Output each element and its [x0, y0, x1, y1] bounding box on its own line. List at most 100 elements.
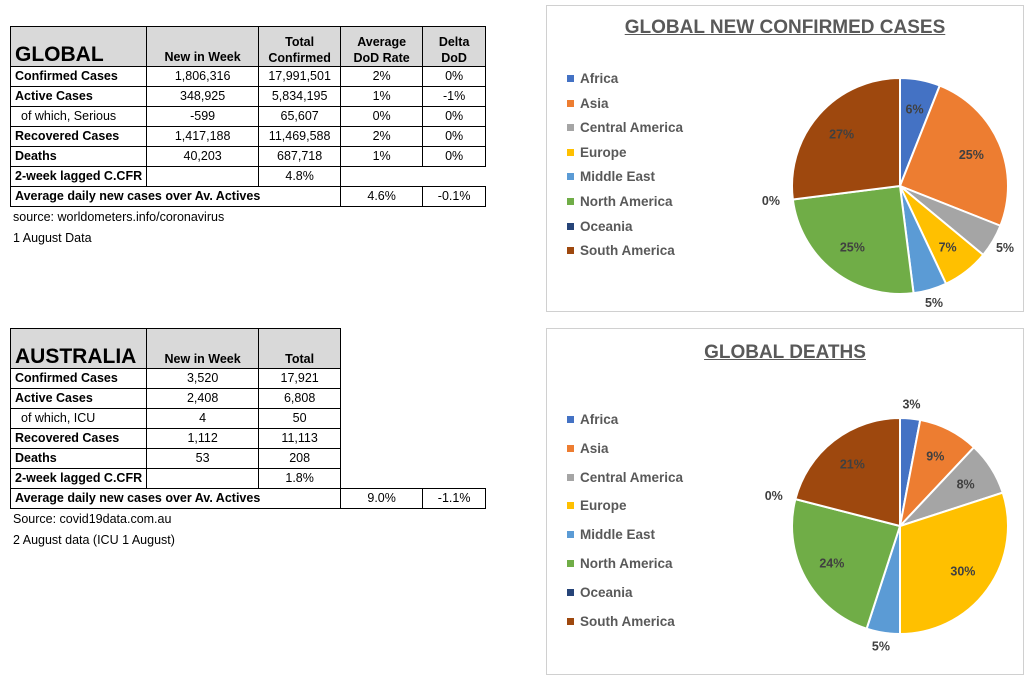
pie-data-label: 25% [959, 148, 984, 162]
cell-label: Confirmed Cases [9, 368, 148, 389]
legend-item: South America [567, 613, 675, 631]
legend-item: Oceania [567, 218, 633, 236]
cell-week: 4 [146, 408, 260, 429]
global-header-rate: Average DoD Rate [340, 26, 424, 67]
legend-item: Africa [567, 411, 618, 429]
cell-total: 50 [258, 408, 342, 429]
pie-slice-asia [898, 84, 1009, 228]
legend-label: Africa [580, 412, 619, 427]
cell-week: 53 [146, 448, 260, 469]
cell-delta: 0% [422, 146, 487, 167]
global-title: GLOBAL [9, 26, 148, 67]
chart-panel-deaths: GLOBAL DEATHS Africa Asia Central America E… [546, 328, 1024, 675]
legend-label: Central America [580, 120, 684, 136]
cell-label: Confirmed Cases [9, 66, 148, 87]
legend-swatch [567, 124, 574, 132]
cell-total: 208 [258, 448, 342, 469]
legend-label: Asia [580, 440, 609, 456]
chart-panel-confirmed: GLOBAL NEW CONFIRMED CASES Africa Asia Cen… [546, 5, 1024, 312]
australia-date-note: 2 August data (ICU 1 August) [13, 533, 175, 547]
legend-label: Asia [580, 95, 609, 111]
legend-item: Asia [567, 95, 609, 113]
cell-delta: 0% [422, 106, 487, 127]
cell-label: Deaths [9, 146, 148, 167]
chart-title-deaths: GLOBAL DEATHS [704, 342, 866, 363]
legend-label: North America [580, 556, 673, 571]
table-row: of which, Serious -599 65,607 0% 0% [9, 106, 487, 127]
pie-slice-north-america [791, 497, 902, 630]
table-row: of which, ICU 4 50 [9, 408, 486, 429]
pie-data-label: 30% [950, 565, 975, 579]
global-cfr-label: 2-week lagged C.CFR [9, 166, 148, 187]
australia-avg-label: Average daily new cases over Av. Actives [9, 488, 342, 509]
pie-slice-europe [899, 491, 1009, 636]
cell-rate: 0% [340, 106, 424, 127]
australia-source-note: Source: covid19data.com.au [13, 512, 172, 526]
pie-data-label: 25% [840, 240, 865, 254]
global-avg-label: Average daily new cases over Av. Actives [9, 186, 342, 207]
legend-item: Africa [567, 70, 618, 88]
cell-total: 11,469,588 [258, 126, 342, 147]
pie-data-label: 7% [939, 240, 957, 254]
cell-label: of which, ICU [9, 408, 148, 429]
legend-item: Oceania [567, 584, 633, 602]
cell-label: Active Cases [9, 388, 148, 409]
legend-label: Central America [580, 469, 684, 485]
cell-week: 1,806,316 [146, 66, 260, 87]
legend-item: North America [567, 555, 673, 573]
cell-label: Deaths [9, 448, 148, 469]
table-row: Confirmed Cases 3,520 17,921 [9, 368, 486, 389]
legend-item: Asia [567, 440, 609, 458]
legend-label: Europe [580, 498, 627, 514]
global-header-total: Total Confirmed [258, 26, 342, 67]
cell-delta: -1% [422, 86, 487, 107]
legend-swatch [567, 444, 574, 452]
table-row: Confirmed Cases 1,806,316 17,991,501 2% 0% [9, 66, 487, 87]
legend-swatch [567, 559, 574, 567]
legend-item: Europe [567, 144, 627, 162]
pie-data-label: 27% [829, 128, 854, 142]
global-header-delta: Delta DoD [422, 26, 487, 67]
cell-total: 5,834,195 [258, 86, 342, 107]
cell-week: 1,417,188 [146, 126, 260, 147]
cell-rate: 1% [340, 86, 424, 107]
legend-swatch [567, 415, 574, 423]
cell-rate: 1% [340, 146, 424, 167]
cell-label: Active Cases [9, 86, 148, 107]
cell-rate: 2% [340, 126, 424, 147]
cell-rate: 2% [340, 66, 424, 87]
cell-delta: 0% [422, 66, 487, 87]
legend-label: South America [580, 613, 675, 629]
legend-swatch [567, 74, 574, 82]
cell-week: 40,203 [146, 146, 260, 167]
legend-swatch [567, 148, 574, 156]
table-row: Recovered Cases 1,112 11,113 [9, 428, 486, 449]
pie-data-label: 0% [762, 194, 780, 208]
cell-label: Recovered Cases [9, 126, 148, 147]
australia-cfr-value: 1.8% [258, 468, 342, 489]
legend-label: Oceania [580, 584, 633, 600]
pie-slice-south-america [794, 416, 901, 528]
table-row: Deaths 40,203 687,718 1% 0% [9, 146, 487, 167]
australia-header-total: Total [258, 328, 342, 369]
legend-swatch [567, 222, 574, 230]
pie-chart-confirmed: 6% 25% 5% 7% 5% 25% 0% 27% [762, 76, 1014, 310]
legend-label: North America [580, 194, 673, 209]
legend-label: Oceania [580, 218, 633, 234]
legend-item: Middle East [567, 168, 655, 186]
cell-total: 11,113 [258, 428, 342, 449]
legend-item: South America [567, 242, 675, 260]
legend-label: Middle East [580, 527, 656, 543]
pie-data-label: 6% [906, 103, 924, 117]
australia-avg-rate: 9.0% [340, 488, 424, 509]
cell-total: 65,607 [258, 106, 342, 127]
australia-cfr-label: 2-week lagged C.CFR [9, 468, 148, 489]
legend-label: South America [580, 243, 675, 259]
pie-data-label: 5% [872, 639, 890, 653]
table-row: Recovered Cases 1,417,188 11,469,588 2% 0% [9, 126, 487, 147]
australia-header-week: New in Week [146, 328, 260, 369]
legend-item: North America [567, 193, 673, 211]
legend-swatch [567, 473, 574, 481]
legend-swatch [567, 173, 574, 181]
cell-week: 348,925 [146, 86, 260, 107]
